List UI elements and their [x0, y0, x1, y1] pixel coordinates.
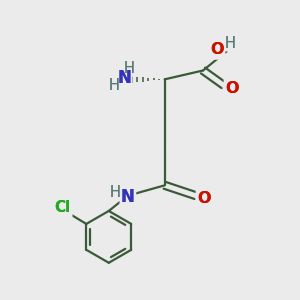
Text: H: H	[123, 61, 134, 76]
Text: N: N	[120, 188, 135, 206]
Text: H: H	[109, 185, 122, 200]
Text: O: O	[225, 81, 238, 96]
Text: Cl: Cl	[55, 200, 71, 215]
Text: O: O	[210, 42, 224, 57]
Text: H: H	[107, 78, 121, 93]
Text: H: H	[123, 61, 134, 76]
Text: N: N	[117, 69, 131, 87]
Text: H: H	[122, 61, 136, 76]
Text: H: H	[225, 36, 236, 51]
Text: O: O	[197, 191, 211, 206]
Text: O: O	[210, 41, 224, 59]
Text: H: H	[109, 78, 119, 93]
Text: H: H	[110, 185, 121, 200]
Text: O: O	[196, 190, 211, 208]
Text: N: N	[121, 188, 135, 206]
Text: N: N	[121, 188, 135, 206]
Text: O: O	[210, 42, 224, 57]
Text: O: O	[225, 81, 238, 96]
Text: N: N	[117, 69, 131, 87]
Text: H: H	[223, 36, 237, 51]
Text: H: H	[225, 36, 236, 51]
Text: N: N	[117, 69, 132, 87]
Text: H: H	[110, 185, 121, 200]
Text: O: O	[197, 191, 211, 206]
Text: H: H	[109, 78, 119, 93]
Text: Cl: Cl	[54, 198, 72, 216]
Text: Cl: Cl	[55, 200, 71, 215]
Text: O: O	[224, 79, 239, 97]
